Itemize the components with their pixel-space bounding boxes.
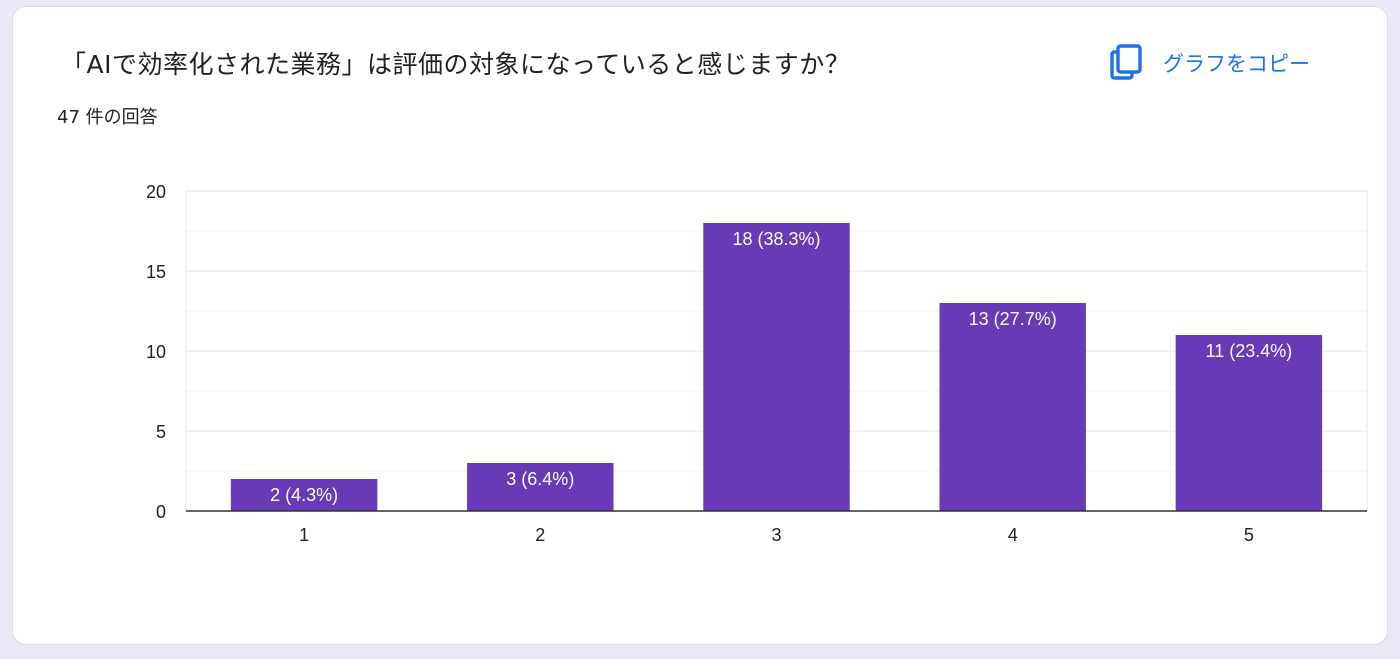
copy-chart-button[interactable]: グラフをコピー — [1109, 43, 1310, 83]
y-tick-label: 5 — [156, 422, 166, 442]
x-tick-label: 1 — [299, 525, 309, 545]
bars: 2 (4.3%) 3 (6.4%) 18 (38.3%) 13 (27.7%) 11 (… — [230, 223, 1323, 511]
response-count: 47 件の回答 — [57, 107, 158, 128]
bar[interactable] — [467, 463, 614, 511]
chart-card: 「AIで効率化された業務」は評価の対象になっていると感じますか？ 47 件の回答… — [12, 6, 1388, 645]
y-tick-label: 20 — [146, 182, 166, 202]
bar-data-label: 11 (23.4%) — [1206, 341, 1293, 361]
bar-data-label: 18 (38.3%) — [732, 229, 820, 249]
x-axis-ticks: 1 2 3 4 5 — [299, 525, 1254, 545]
x-tick-label: 5 — [1244, 525, 1254, 545]
y-tick-label: 10 — [146, 342, 166, 362]
bar[interactable] — [1175, 335, 1323, 511]
bar-data-label: 13 (27.7%) — [969, 309, 1057, 329]
copy-chart-label: グラフをコピー — [1163, 52, 1310, 76]
bar-data-label: 3 (6.4%) — [506, 469, 574, 489]
y-tick-label: 0 — [156, 502, 166, 522]
bar[interactable] — [230, 479, 378, 511]
copy-icon — [1109, 44, 1143, 82]
y-axis-ticks: 0 5 10 15 20 — [146, 182, 166, 522]
x-tick-label: 4 — [1008, 525, 1018, 545]
bar-data-label: 2 (4.3%) — [270, 485, 338, 505]
x-tick-label: 3 — [771, 525, 781, 545]
bar[interactable] — [939, 303, 1086, 511]
x-tick-label: 2 — [535, 525, 545, 545]
bar[interactable] — [703, 223, 850, 511]
question-title: 「AIで効率化された業務」は評価の対象になっていると感じますか？ — [61, 50, 851, 79]
y-tick-label: 15 — [146, 262, 166, 282]
